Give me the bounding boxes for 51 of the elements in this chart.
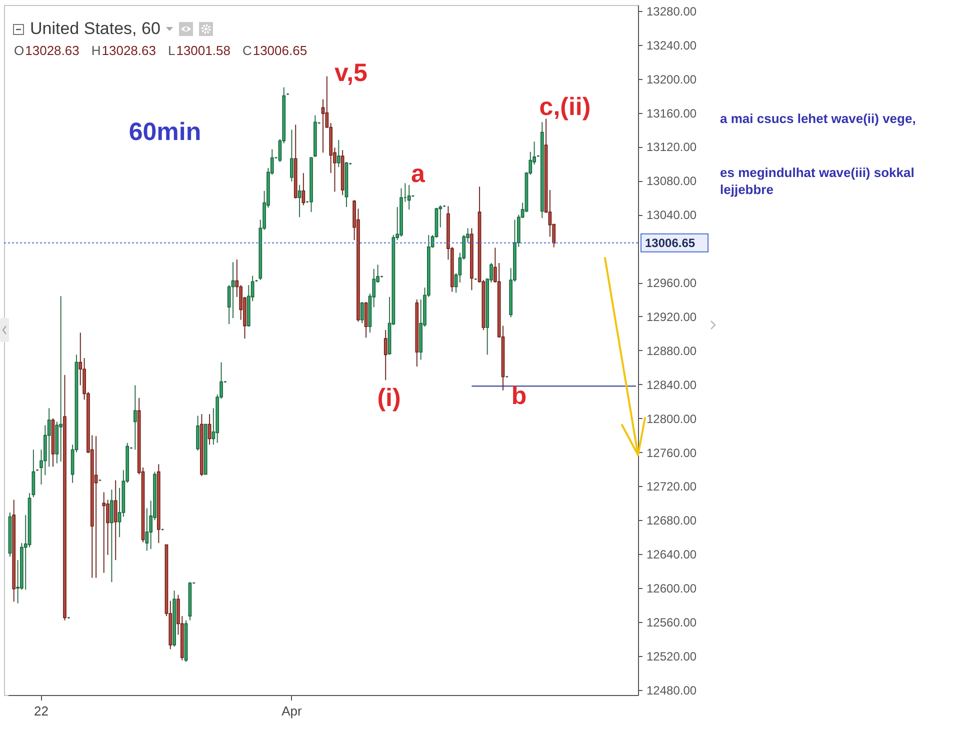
- y-tick-label: 12920.00: [646, 310, 697, 324]
- y-tick-label: 12720.00: [646, 480, 697, 494]
- candlestick: [407, 184, 411, 210]
- text: United States, 60: [30, 19, 160, 39]
- text: a mai csucs lehet wave(ii) vege,: [720, 111, 916, 126]
- y-tick-label: 12800.00: [646, 412, 697, 426]
- candlestick: [302, 172, 306, 206]
- candlestick: [364, 302, 368, 338]
- annotation: 60min: [128, 118, 202, 146]
- y-tick-label: 13160.00: [646, 106, 697, 120]
- candlestick: [59, 296, 62, 462]
- y-tick-label: 12600.00: [646, 582, 697, 596]
- annotation: (i): [377, 384, 401, 412]
- y-tick-label: 12480.00: [646, 683, 697, 698]
- y-tick-label: 12880.00: [646, 344, 697, 358]
- candlestick: [32, 449, 36, 498]
- y-tick-label: 13240.00: [646, 38, 697, 52]
- y-tick-label: 12760.00: [646, 446, 697, 460]
- y-tick-label: 12560.00: [646, 616, 697, 630]
- candlestick: [110, 489, 114, 583]
- text: es megindulhat wave(iii) sokkal lejjebbre: [720, 165, 914, 197]
- annotation: c,(ii): [539, 93, 591, 121]
- candlestick: [102, 492, 106, 574]
- candlestick: [384, 330, 388, 381]
- candlestick: [47, 408, 51, 468]
- y-tick-label: 13120.00: [646, 140, 697, 154]
- y-tick-label: 12520.00: [646, 649, 697, 664]
- candlestick: [114, 480, 118, 561]
- y-tick-label: 13080.00: [646, 174, 697, 188]
- annotation: b: [511, 382, 527, 410]
- text: O13028.63 H13028.63 L13001.58 C13006.65: [14, 43, 308, 58]
- annotation: v,5: [334, 59, 368, 87]
- y-tick-label: 12960.00: [646, 276, 697, 290]
- y-tick-label: 12680.00: [646, 514, 697, 528]
- candlestick: [208, 414, 212, 446]
- candlestick: [336, 139, 340, 168]
- annotation: a: [411, 160, 426, 188]
- candlestick: [290, 129, 294, 182]
- x-tick-label: 22: [34, 704, 48, 718]
- candlestick: [360, 302, 364, 324]
- x-tick-label: Apr: [282, 704, 302, 718]
- candlestick: [196, 415, 200, 452]
- y-tick-label: 12840.00: [646, 378, 697, 392]
- candlestick: [145, 508, 149, 552]
- y-tick-label: 13040.00: [646, 208, 697, 222]
- y-tick-label: 12640.00: [646, 548, 697, 562]
- y-tick-label: 13200.00: [646, 72, 697, 86]
- ref-line-label: 13006.65: [645, 236, 696, 250]
- candlestick: [134, 384, 137, 450]
- y-tick-label: 13280.00: [646, 4, 697, 18]
- candlestick: [298, 184, 302, 218]
